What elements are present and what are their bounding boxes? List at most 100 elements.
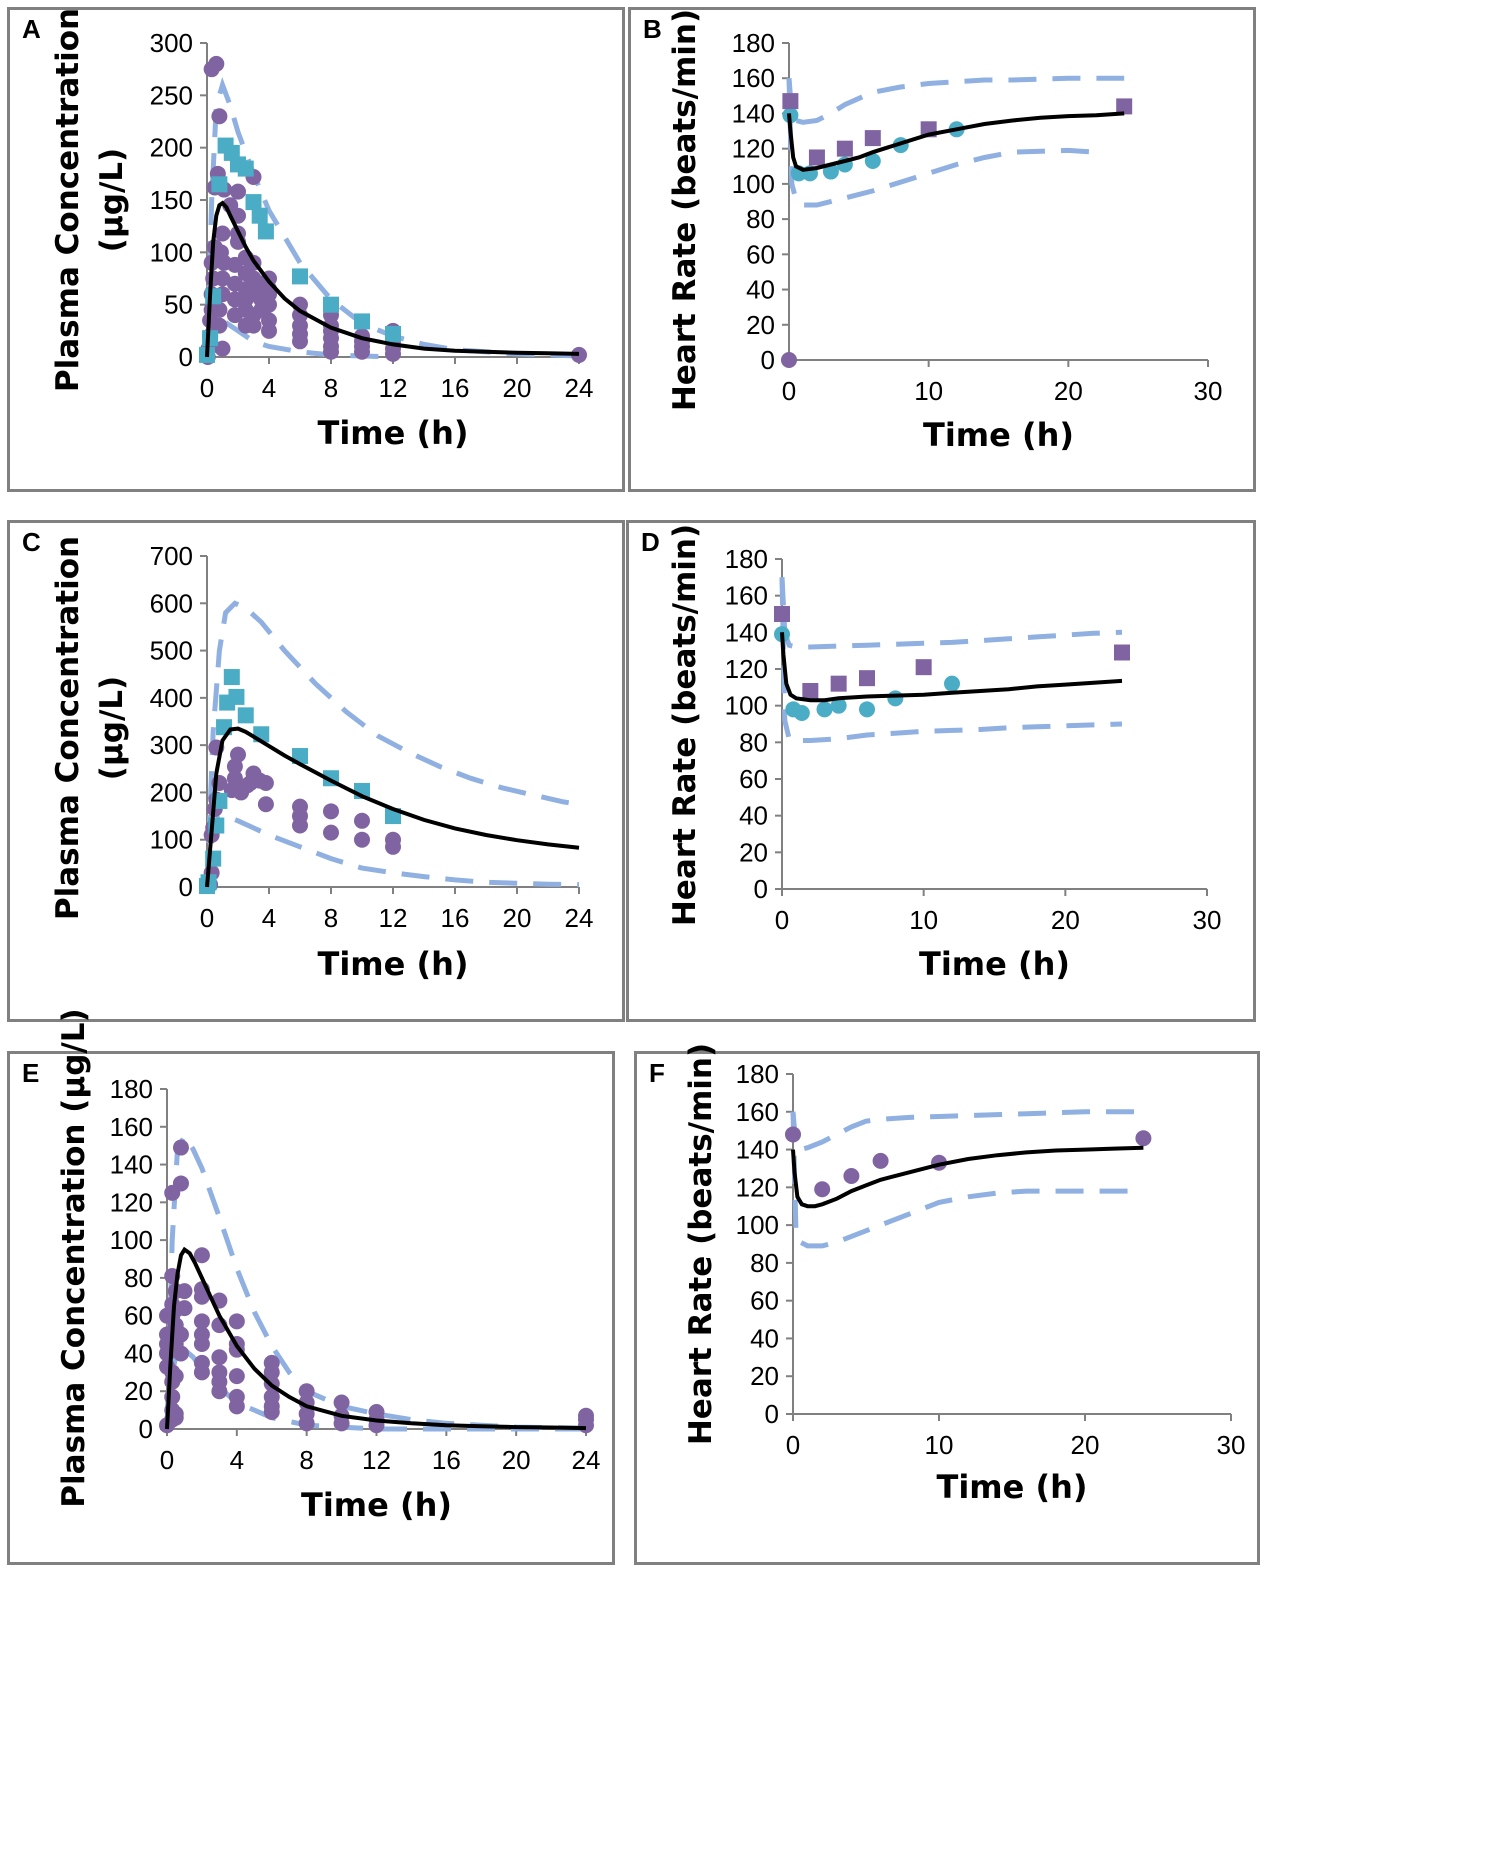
data-point-circle — [323, 803, 339, 820]
x-axis-title: Time (h) — [936, 1468, 1087, 1506]
y-tick-label: 0 — [754, 874, 768, 904]
x-tick-label: 30 — [1193, 905, 1222, 935]
x-tick-label: 24 — [565, 373, 594, 403]
data-point-circle — [816, 701, 833, 718]
x-tick-label: 0 — [160, 1445, 174, 1475]
y-axis-title: Plasma Concentration — [50, 8, 86, 392]
y-tick-label: 120 — [732, 134, 775, 164]
x-tick-label: 0 — [200, 903, 214, 933]
y-tick-label: 80 — [750, 1248, 779, 1278]
data-point-circle — [298, 1383, 315, 1400]
y-tick-label: 60 — [746, 239, 775, 269]
data-point-circle — [211, 301, 228, 318]
y-tick-label: 50 — [164, 290, 193, 320]
y-tick-label: 0 — [179, 872, 193, 902]
y-tick-label: 700 — [150, 541, 193, 571]
data-point-circle — [354, 812, 370, 829]
y-tick-label: 60 — [750, 1286, 779, 1316]
data-point-circle — [230, 746, 246, 763]
y-tick-label: 20 — [750, 1361, 779, 1391]
upper-prediction-bound — [779, 577, 1123, 650]
chart-a: A 0 50 100 150 200 250 300 0 4 8 12 16 20 24 Time (h) Pl… — [22, 8, 594, 452]
chart-e: E 0 20 40 60 80 100 120 140 160 180 0 4 8 12 16 20 24 Time… — [22, 1008, 600, 1524]
y-tick-label: 200 — [150, 777, 193, 807]
data-point-circle — [785, 1126, 801, 1143]
data-point-circle — [1135, 1130, 1152, 1147]
x-tick-label: 4 — [230, 1445, 244, 1475]
data-point-circle — [176, 1300, 193, 1317]
panel-letter: D — [641, 527, 660, 557]
data-point-square — [245, 194, 262, 211]
x-tick-label: 20 — [503, 373, 532, 403]
data-point-square — [257, 223, 274, 240]
data-point-circle — [214, 270, 231, 287]
panel-f: F 0 20 40 60 80 100 120 140 160 180 0 10 20 30 Time (h)… — [634, 1043, 1260, 1565]
y-axis-title: Plasma Concentration (µg/L) — [56, 1008, 92, 1507]
data-point-circle — [228, 1368, 245, 1385]
y-tick-label: 250 — [150, 80, 193, 110]
y-tick-label: 0 — [179, 342, 193, 372]
lower-prediction-bound — [164, 1347, 586, 1432]
panel-letter: B — [643, 14, 662, 44]
data-point-square — [211, 176, 228, 193]
data-point-circle — [354, 831, 370, 848]
x-tick-label: 10 — [914, 376, 943, 406]
data-point-square — [1116, 98, 1133, 115]
data-point-circle — [368, 1404, 385, 1420]
y-axis-title: (µg/L) — [94, 148, 130, 252]
x-tick-label: 12 — [379, 903, 408, 933]
data-point-circle — [830, 697, 847, 714]
data-point-square — [859, 670, 875, 687]
y-tick-label: 0 — [765, 1399, 779, 1429]
panel-c: C 0 100 200 300 400 500 600 700 0 4 8 12 16 20 24 Time (… — [7, 520, 625, 1022]
data-point-circle — [176, 1283, 193, 1300]
y-tick-label: 120 — [110, 1187, 153, 1217]
y-axis-title: Heart Rate (beats/min) — [667, 524, 703, 926]
model-prediction-line — [791, 1145, 1144, 1209]
data-point-circle — [172, 1139, 189, 1156]
y-axis-title: Heart Rate (beats/min) — [683, 1043, 719, 1445]
y-tick-label: 140 — [732, 98, 775, 128]
x-tick-label: 4 — [262, 373, 276, 403]
data-point-circle — [333, 1394, 350, 1411]
y-tick-label: 20 — [739, 837, 768, 867]
y-tick-label: 0 — [761, 345, 775, 375]
x-tick-label: 30 — [1194, 376, 1223, 406]
data-point-square — [251, 207, 268, 224]
x-tick-label: 16 — [441, 373, 470, 403]
y-tick-label: 180 — [110, 1074, 153, 1104]
y-tick-label: 40 — [739, 801, 768, 831]
y-tick-label: 600 — [150, 588, 193, 618]
y-tick-label: 20 — [124, 1376, 153, 1406]
lower-prediction-bound — [204, 813, 580, 888]
data-point-circle — [323, 824, 339, 841]
chart-c: C 0 100 200 300 400 500 600 700 0 4 8 12 16 20 24 Time (… — [22, 527, 593, 983]
upper-prediction-bound — [204, 600, 580, 888]
lower-prediction-bound — [786, 78, 1097, 208]
x-tick-label: 0 — [786, 1430, 800, 1460]
y-tick-label: 100 — [725, 691, 768, 721]
data-point-circle — [193, 1247, 210, 1264]
x-axis-title: Time (h) — [923, 416, 1074, 454]
data-point-circle — [887, 690, 904, 707]
data-point-circle — [211, 108, 228, 125]
data-point-square — [237, 707, 254, 724]
y-tick-label: 160 — [732, 63, 775, 93]
data-point-circle — [214, 340, 231, 357]
x-tick-label: 20 — [1051, 905, 1080, 935]
chart-f: F 0 20 40 60 80 100 120 140 160 180 0 10 20 30 Time (h)… — [649, 1043, 1245, 1506]
x-axis-title: Time (h) — [301, 1486, 452, 1524]
x-tick-label: 20 — [502, 1445, 531, 1475]
data-point-circle — [193, 1354, 210, 1371]
y-tick-label: 160 — [110, 1112, 153, 1142]
data-point-square — [915, 659, 932, 676]
y-tick-label: 60 — [124, 1301, 153, 1331]
data-point-square — [354, 313, 370, 330]
lower-prediction-bound — [790, 1111, 1144, 1249]
x-tick-label: 8 — [299, 1445, 313, 1475]
chart-b: B 0 20 40 60 80 100 120 140 160 180 0 10 20 30 Time (h)… — [643, 9, 1223, 454]
panel-letter: F — [649, 1058, 665, 1088]
x-tick-label: 20 — [503, 903, 532, 933]
y-tick-label: 80 — [124, 1263, 153, 1293]
data-point-circle — [172, 1326, 189, 1343]
